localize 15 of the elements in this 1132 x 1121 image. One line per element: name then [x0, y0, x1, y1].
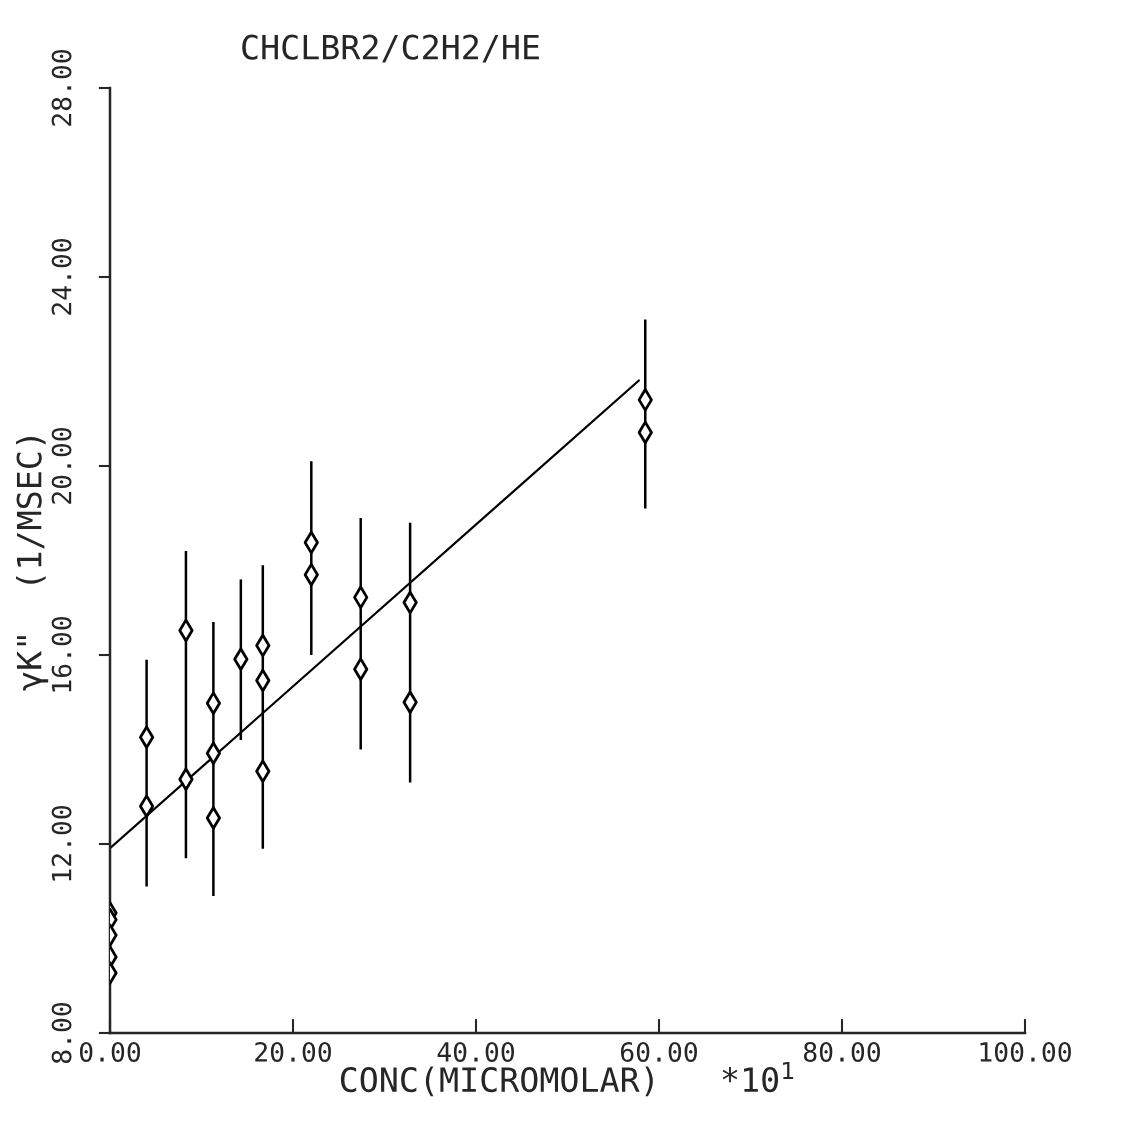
x-tick-label: 60.00 — [621, 1041, 698, 1062]
x-tick-label: 0.00 — [79, 1041, 141, 1062]
x-tick-label: 80.00 — [803, 1041, 881, 1062]
y-tick-label: 8.00 — [51, 1002, 72, 1064]
y-tick-label: 16.00 — [51, 616, 72, 692]
x-axis-title: CONC(MICROMOLAR) *10$^{1}$ — [340, 1061, 794, 1097]
x-tick-label: 20.00 — [255, 1041, 332, 1062]
y-axis-title: γK" (1/MSEC) — [15, 436, 49, 691]
y-tick-label: 12.00 — [51, 805, 72, 881]
y-tick-label: 24.00 — [51, 238, 72, 315]
y-tick-label: 20.00 — [51, 427, 72, 504]
x-tick-label: 40.00 — [437, 1041, 515, 1062]
x-tick-label: 100.00 — [980, 1041, 1071, 1062]
chart-title: CHCLBR2/C2H2/HE — [242, 34, 539, 63]
y-tick-label: 28.00 — [51, 49, 72, 126]
